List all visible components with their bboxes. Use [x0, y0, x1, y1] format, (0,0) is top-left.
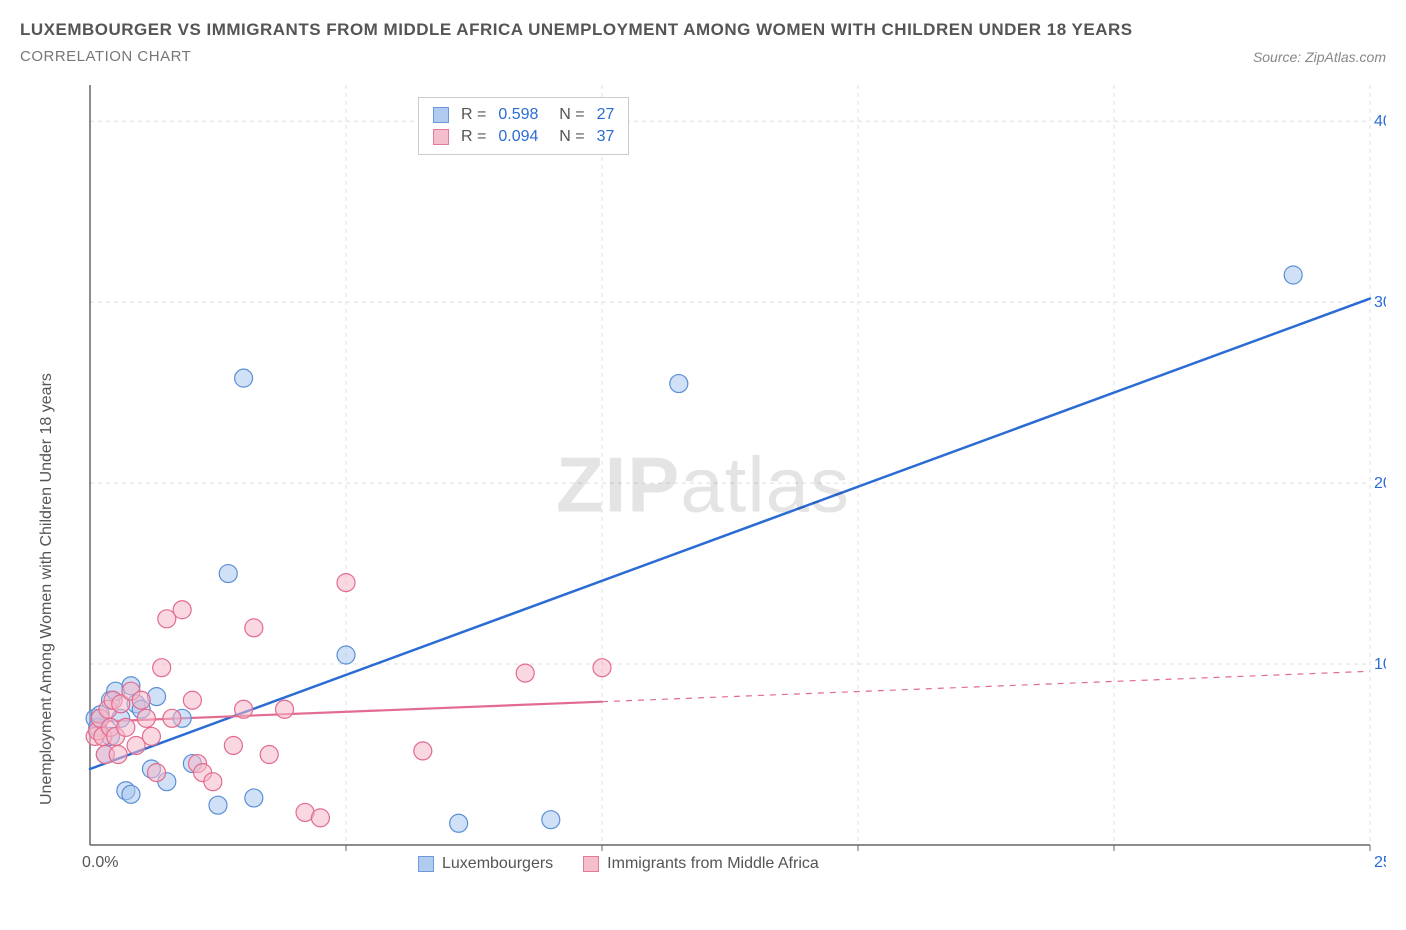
legend-swatch-icon [418, 856, 434, 872]
chart-source: Source: ZipAtlas.com [1253, 49, 1386, 65]
y-tick-label: 30.0% [1374, 294, 1386, 311]
legend-swatch-icon [433, 129, 449, 145]
x-end-label: 25.0% [1374, 854, 1386, 871]
y-tick-label: 20.0% [1374, 475, 1386, 492]
chart-subtitle: CORRELATION CHART [20, 48, 1253, 65]
y-tick-label: 40.0% [1374, 113, 1386, 130]
x-origin-label: 0.0% [82, 854, 118, 871]
stat-r-value: 0.598 [498, 106, 538, 124]
source-prefix: Source: [1253, 49, 1305, 65]
legend-label: Luxembourgers [442, 855, 553, 873]
legend-item: Luxembourgers [418, 855, 553, 873]
stat-r-value: 0.094 [498, 128, 538, 146]
scatter-plot: 10.0% 20.0% 30.0% 40.0% 0.0% 25.0% [20, 75, 1386, 895]
legend-item: Immigrants from Middle Africa [583, 855, 819, 873]
stat-r-label: R = [461, 128, 486, 146]
chart-area: Unemployment Among Women with Children U… [20, 75, 1386, 895]
stats-legend: R = 0.598 N = 27 R = 0.094 N = 37 [418, 97, 629, 155]
series-legend: Luxembourgers Immigrants from Middle Afri… [418, 855, 819, 873]
titles: LUXEMBOURGER VS IMMIGRANTS FROM MIDDLE A… [20, 20, 1253, 65]
legend-swatch-icon [433, 107, 449, 123]
y-tick-label: 10.0% [1374, 656, 1386, 673]
y-axis-label: Unemployment Among Women with Children U… [38, 373, 56, 805]
source-name: ZipAtlas.com [1305, 49, 1386, 65]
legend-swatch-icon [583, 856, 599, 872]
stats-row: R = 0.598 N = 27 [433, 104, 614, 126]
stats-row: R = 0.094 N = 37 [433, 126, 614, 148]
chart-header: LUXEMBOURGER VS IMMIGRANTS FROM MIDDLE A… [20, 20, 1386, 65]
stat-n-value: 37 [597, 128, 615, 146]
stat-n-label: N = [550, 128, 584, 146]
legend-label: Immigrants from Middle Africa [607, 855, 819, 873]
chart-title: LUXEMBOURGER VS IMMIGRANTS FROM MIDDLE A… [20, 20, 1253, 40]
stat-n-label: N = [550, 106, 584, 124]
stat-r-label: R = [461, 106, 486, 124]
stat-n-value: 27 [597, 106, 615, 124]
